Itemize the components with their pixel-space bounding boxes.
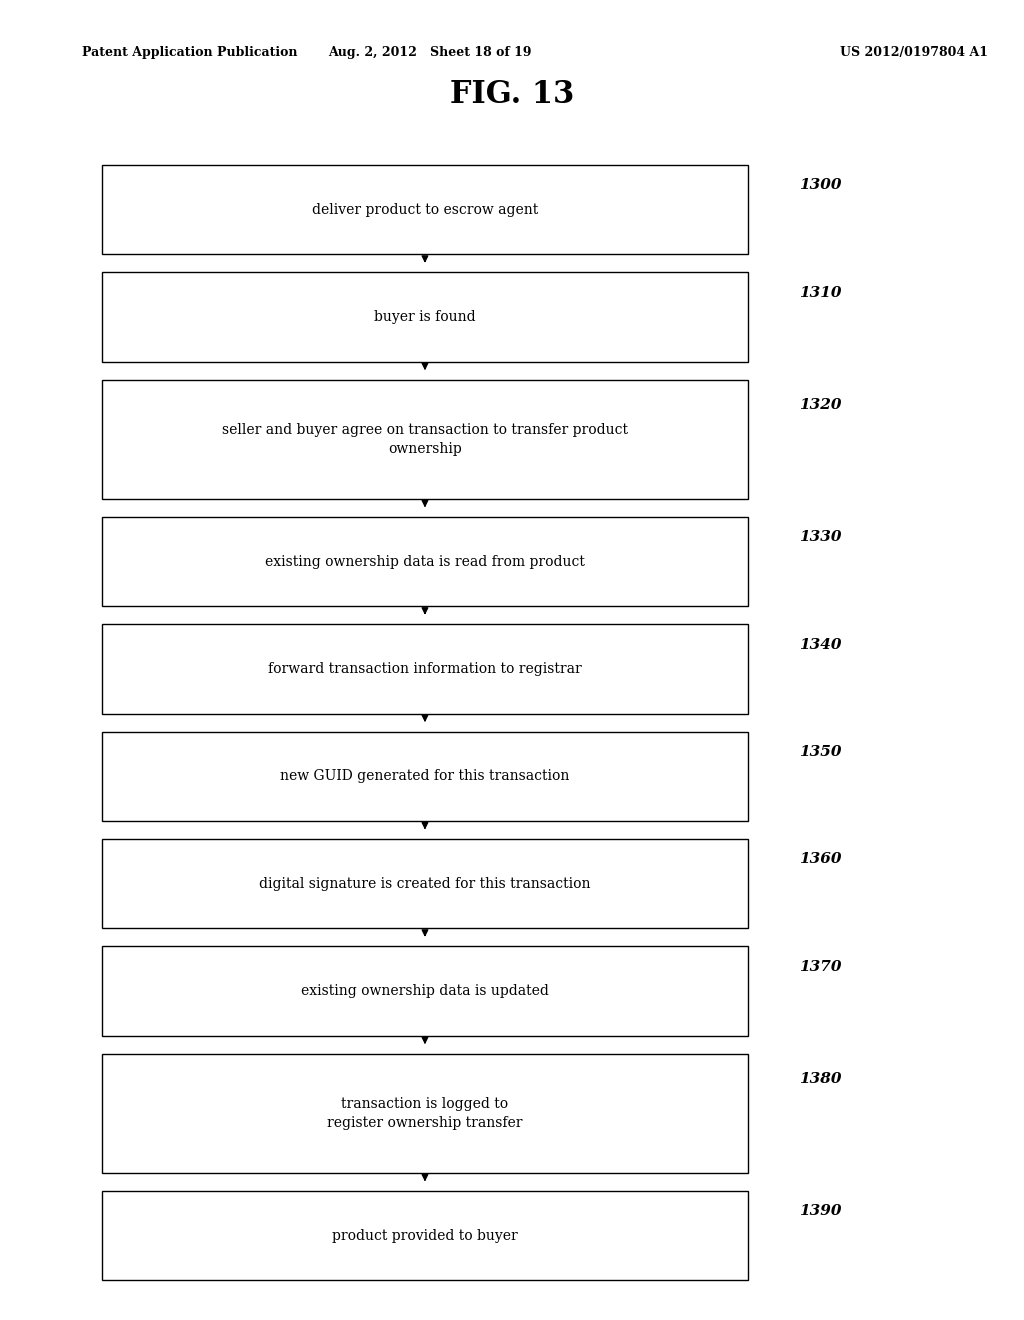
Text: existing ownership data is updated: existing ownership data is updated	[301, 985, 549, 998]
Text: US 2012/0197804 A1: US 2012/0197804 A1	[840, 46, 988, 59]
Text: Aug. 2, 2012   Sheet 18 of 19: Aug. 2, 2012 Sheet 18 of 19	[329, 46, 531, 59]
Text: 1360: 1360	[799, 853, 842, 866]
Text: deliver product to escrow agent: deliver product to escrow agent	[312, 203, 538, 216]
FancyBboxPatch shape	[102, 517, 748, 606]
FancyBboxPatch shape	[102, 1191, 748, 1280]
Text: FIG. 13: FIG. 13	[450, 79, 574, 110]
FancyBboxPatch shape	[102, 946, 748, 1036]
Text: 1320: 1320	[799, 397, 842, 412]
Text: transaction is logged to
register ownership transfer: transaction is logged to register owners…	[328, 1097, 522, 1130]
Text: existing ownership data is read from product: existing ownership data is read from pro…	[265, 554, 585, 569]
Text: product provided to buyer: product provided to buyer	[332, 1229, 518, 1242]
Text: digital signature is created for this transaction: digital signature is created for this tr…	[259, 876, 591, 891]
FancyBboxPatch shape	[102, 380, 748, 499]
Text: 1370: 1370	[799, 960, 842, 974]
FancyBboxPatch shape	[102, 1053, 748, 1173]
Text: seller and buyer agree on transaction to transfer product
ownership: seller and buyer agree on transaction to…	[222, 424, 628, 455]
Text: Patent Application Publication: Patent Application Publication	[82, 46, 297, 59]
Text: new GUID generated for this transaction: new GUID generated for this transaction	[281, 770, 569, 783]
FancyBboxPatch shape	[102, 165, 748, 255]
Text: buyer is found: buyer is found	[374, 310, 476, 325]
Text: 1340: 1340	[799, 638, 842, 652]
FancyBboxPatch shape	[102, 840, 748, 928]
Text: 1390: 1390	[799, 1204, 842, 1218]
Text: 1350: 1350	[799, 744, 842, 759]
Text: forward transaction information to registrar: forward transaction information to regis…	[268, 663, 582, 676]
FancyBboxPatch shape	[102, 272, 748, 362]
Text: 1330: 1330	[799, 531, 842, 544]
FancyBboxPatch shape	[102, 624, 748, 714]
Text: 1310: 1310	[799, 286, 842, 300]
Text: 1300: 1300	[799, 178, 842, 193]
FancyBboxPatch shape	[102, 731, 748, 821]
Text: 1380: 1380	[799, 1072, 842, 1085]
